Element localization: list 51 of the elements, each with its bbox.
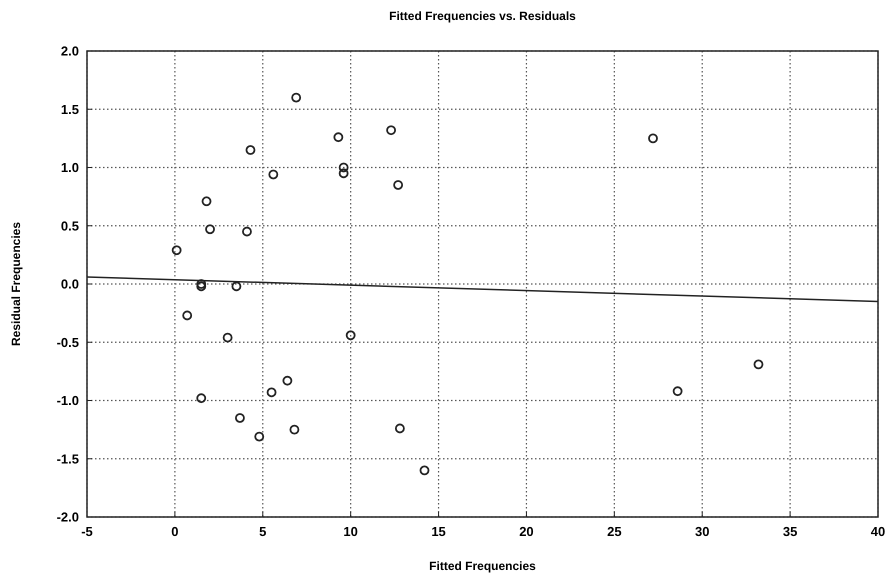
point xyxy=(282,376,292,386)
x-tick-label: 15 xyxy=(431,524,446,539)
point xyxy=(246,145,256,155)
point xyxy=(338,168,349,178)
point xyxy=(291,92,302,102)
chart-title: Fitted Frequencies vs. Residuals xyxy=(389,9,576,23)
x-tick-label: 40 xyxy=(870,524,886,539)
point xyxy=(338,162,349,172)
y-tick-label: 0.5 xyxy=(60,218,79,234)
x-tick-label: -5 xyxy=(81,524,93,539)
x-tick-label: 0 xyxy=(171,524,179,539)
point xyxy=(202,196,212,206)
point xyxy=(754,359,764,370)
point xyxy=(266,387,276,398)
point xyxy=(346,330,356,340)
point xyxy=(386,125,396,136)
point xyxy=(254,432,264,442)
y-tick-label: 0.0 xyxy=(60,276,79,292)
x-tick-label: 25 xyxy=(607,524,622,539)
point xyxy=(205,224,215,234)
y-tick-label: -0.5 xyxy=(56,334,79,350)
point xyxy=(672,386,683,396)
point xyxy=(268,170,278,180)
y-tick-label: -1.0 xyxy=(56,393,79,408)
x-tick-label: 30 xyxy=(694,524,710,539)
point xyxy=(242,226,252,236)
x-tick-label: 20 xyxy=(519,524,534,539)
point xyxy=(222,332,233,342)
point xyxy=(420,466,430,476)
point xyxy=(235,413,245,423)
x-tick-label: 10 xyxy=(343,524,358,539)
point xyxy=(290,424,300,435)
point xyxy=(172,245,182,256)
point xyxy=(196,279,206,289)
y-tick-label: 1.0 xyxy=(60,160,79,176)
y-axis-title: Residual Frequencies xyxy=(9,222,23,346)
point xyxy=(648,133,658,144)
point xyxy=(333,132,344,142)
point xyxy=(182,310,192,320)
x-tick-label: 5 xyxy=(259,524,266,539)
x-tick-label: 35 xyxy=(782,524,798,539)
point xyxy=(232,281,242,292)
y-tick-label: -1.5 xyxy=(56,451,79,466)
x-axis-title: Fitted Frequencies xyxy=(429,559,536,573)
y-tick-label: -2.0 xyxy=(56,510,79,525)
point xyxy=(393,180,404,190)
point xyxy=(196,393,206,404)
point xyxy=(196,281,206,292)
y-tick-label: 2.0 xyxy=(60,44,79,59)
point xyxy=(394,424,405,434)
y-tick-label: 1.5 xyxy=(60,102,79,117)
